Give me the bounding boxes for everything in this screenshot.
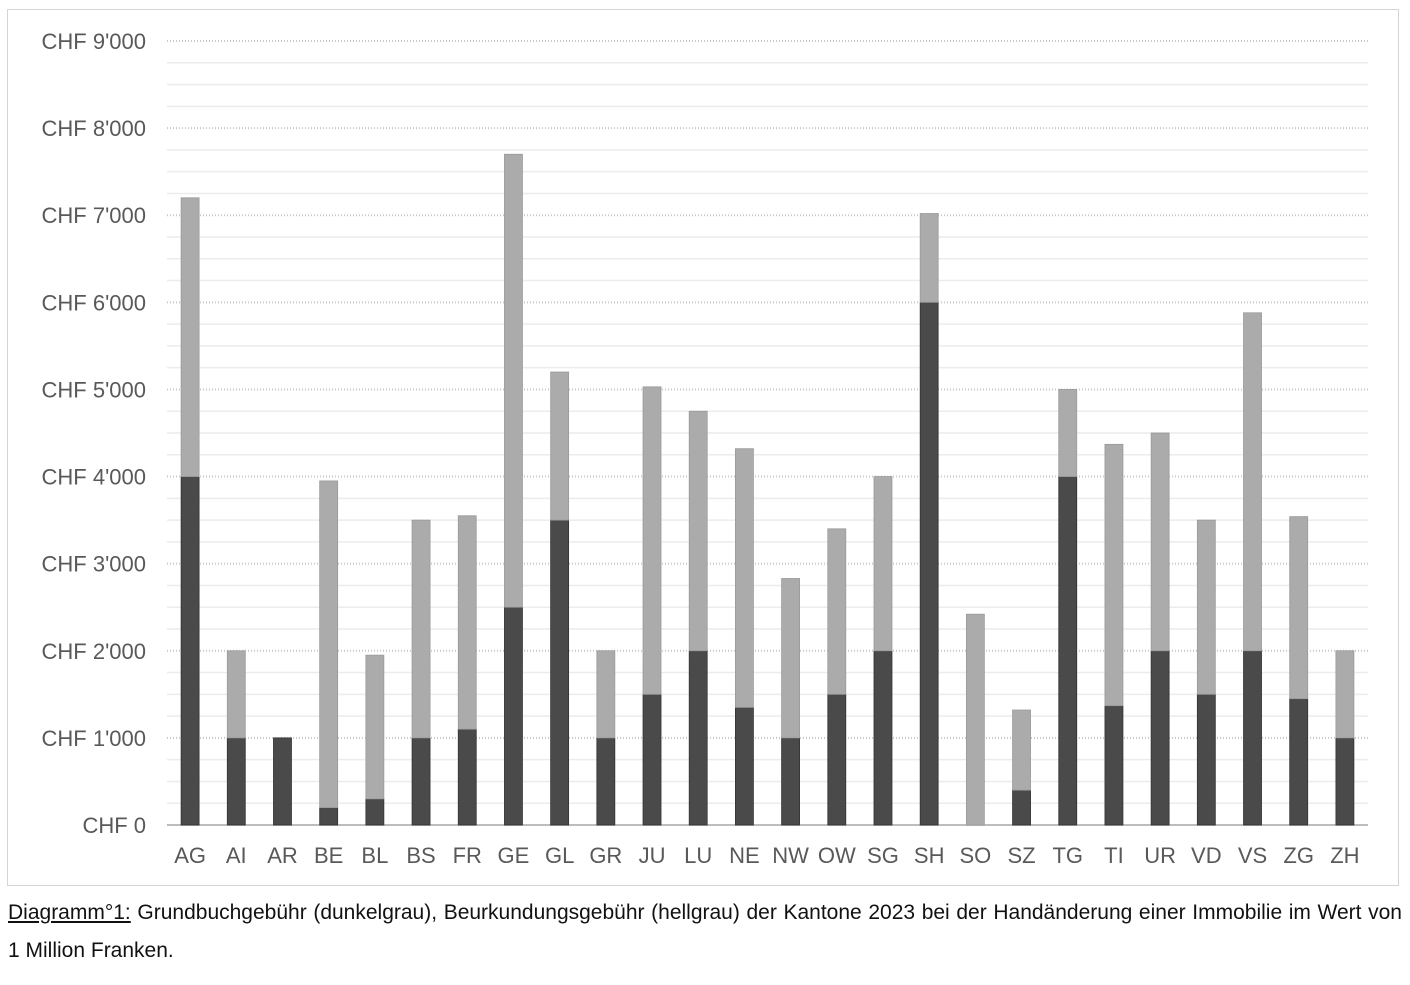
x-tick-label: OW	[818, 843, 856, 868]
bar-grundbuch-ai	[226, 737, 246, 826]
bar-beurkundung-sg	[873, 476, 893, 652]
bar-grundbuch-zh	[1335, 737, 1355, 826]
y-tick-label: CHF 5'000	[42, 377, 146, 402]
bar-beurkundung-ur	[1150, 432, 1170, 652]
x-tick-label: NW	[772, 843, 809, 868]
bar-beurkundung-bs	[411, 519, 431, 739]
bar-beurkundung-zh	[1335, 650, 1355, 739]
caption-label: Diagramm°1:	[8, 901, 131, 924]
y-tick-label: CHF 6'000	[42, 290, 146, 315]
x-tick-label: GR	[589, 843, 622, 868]
x-tick-label: GE	[498, 843, 530, 868]
bar-grundbuch-sg	[873, 650, 893, 826]
x-tick-label: JU	[639, 843, 666, 868]
y-tick-label: CHF 2'000	[42, 639, 146, 664]
x-tick-label: ZH	[1330, 843, 1359, 868]
x-tick-label: TG	[1052, 843, 1083, 868]
bar-grundbuch-vs	[1243, 650, 1262, 826]
bar-beurkundung-zg	[1289, 516, 1309, 700]
bar-grundbuch-vd	[1196, 693, 1216, 826]
bar-beurkundung-so	[965, 613, 985, 826]
bar-beurkundung-sz	[1012, 709, 1031, 791]
x-tick-label: BS	[406, 843, 435, 868]
bar-grundbuch-gr	[596, 737, 616, 826]
bar-grundbuch-lu	[688, 650, 708, 826]
bar-grundbuch-ag	[180, 476, 200, 826]
bar-grundbuch-be	[319, 807, 339, 826]
x-tick-label: AR	[267, 843, 298, 868]
x-tick-label: GL	[545, 843, 574, 868]
bar-beurkundung-ag	[180, 197, 200, 477]
bar-beurkundung-ju	[642, 386, 662, 695]
bar-grundbuch-bs	[411, 737, 431, 826]
bar-grundbuch-ar	[273, 737, 292, 826]
bar-beurkundung-ne	[735, 448, 754, 708]
bar-beurkundung-ge	[504, 153, 523, 608]
bar-beurkundung-bl	[365, 654, 385, 800]
x-tick-label: FR	[453, 843, 482, 868]
x-tick-label: AI	[226, 843, 247, 868]
bar-grundbuch-sz	[1012, 789, 1031, 826]
bar-grundbuch-ur	[1150, 650, 1170, 826]
bar-grundbuch-tg	[1058, 476, 1078, 826]
x-tick-label: VD	[1191, 843, 1222, 868]
bar-grundbuch-ow	[827, 693, 847, 826]
x-tick-label: VS	[1238, 843, 1267, 868]
x-tick-label: NE	[729, 843, 760, 868]
bar-beurkundung-sh	[919, 213, 939, 303]
x-tick-label: BL	[361, 843, 388, 868]
y-tick-label: CHF 4'000	[42, 465, 146, 490]
bar-beurkundung-ai	[226, 650, 246, 739]
y-tick-label: CHF 9'000	[42, 29, 146, 54]
bar-beurkundung-tg	[1058, 389, 1078, 477]
bar-grundbuch-sh	[919, 301, 939, 826]
bar-grundbuch-nw	[781, 737, 800, 826]
bar-grundbuch-fr	[457, 728, 477, 826]
y-tick-label: CHF 3'000	[42, 552, 146, 577]
bar-grundbuch-gl	[550, 519, 570, 826]
y-tick-label: CHF 7'000	[42, 203, 146, 228]
bar-grundbuch-ju	[642, 693, 662, 826]
bar-grundbuch-bl	[365, 798, 385, 826]
x-tick-label: LU	[684, 843, 712, 868]
bar-beurkundung-be	[319, 480, 339, 808]
bar-beurkundung-nw	[781, 578, 800, 739]
bar-grundbuch-ti	[1104, 705, 1124, 826]
x-tick-label: BE	[314, 843, 343, 868]
bar-beurkundung-ti	[1104, 443, 1124, 707]
caption-text: Grundbuchgebühr (dunkelgrau), Beurkundun…	[8, 901, 1402, 962]
bar-beurkundung-lu	[688, 410, 708, 652]
y-tick-label: CHF 1'000	[42, 726, 146, 751]
bar-grundbuch-ge	[504, 606, 523, 826]
y-tick-label: CHF 8'000	[42, 116, 146, 141]
bar-beurkundung-ow	[827, 528, 847, 695]
x-tick-label: SG	[867, 843, 899, 868]
stacked-bar-chart: CHF 0 CHF 1'000 CHF 2'000 CHF 3'000 CHF 4'00…	[42, 29, 1368, 868]
x-tick-label: AG	[174, 843, 206, 868]
x-tick-label: SH	[914, 843, 945, 868]
bar-beurkundung-gr	[596, 650, 616, 739]
x-tick-label: TI	[1104, 843, 1124, 868]
chart-caption: Diagramm°1: Grundbuchgebühr (dunkelgrau)…	[8, 894, 1402, 970]
bar-grundbuch-ne	[735, 707, 754, 826]
bar-beurkundung-gl	[550, 371, 570, 521]
bar-grundbuch-zg	[1289, 698, 1309, 826]
x-tick-label: UR	[1144, 843, 1176, 868]
bar-beurkundung-fr	[457, 515, 477, 730]
bar-beurkundung-vd	[1196, 519, 1216, 695]
y-tick-label: CHF 0	[82, 813, 146, 838]
x-tick-label: SO	[959, 843, 991, 868]
bar-beurkundung-vs	[1243, 312, 1262, 652]
x-tick-label: SZ	[1007, 843, 1035, 868]
x-tick-label: ZG	[1283, 843, 1314, 868]
